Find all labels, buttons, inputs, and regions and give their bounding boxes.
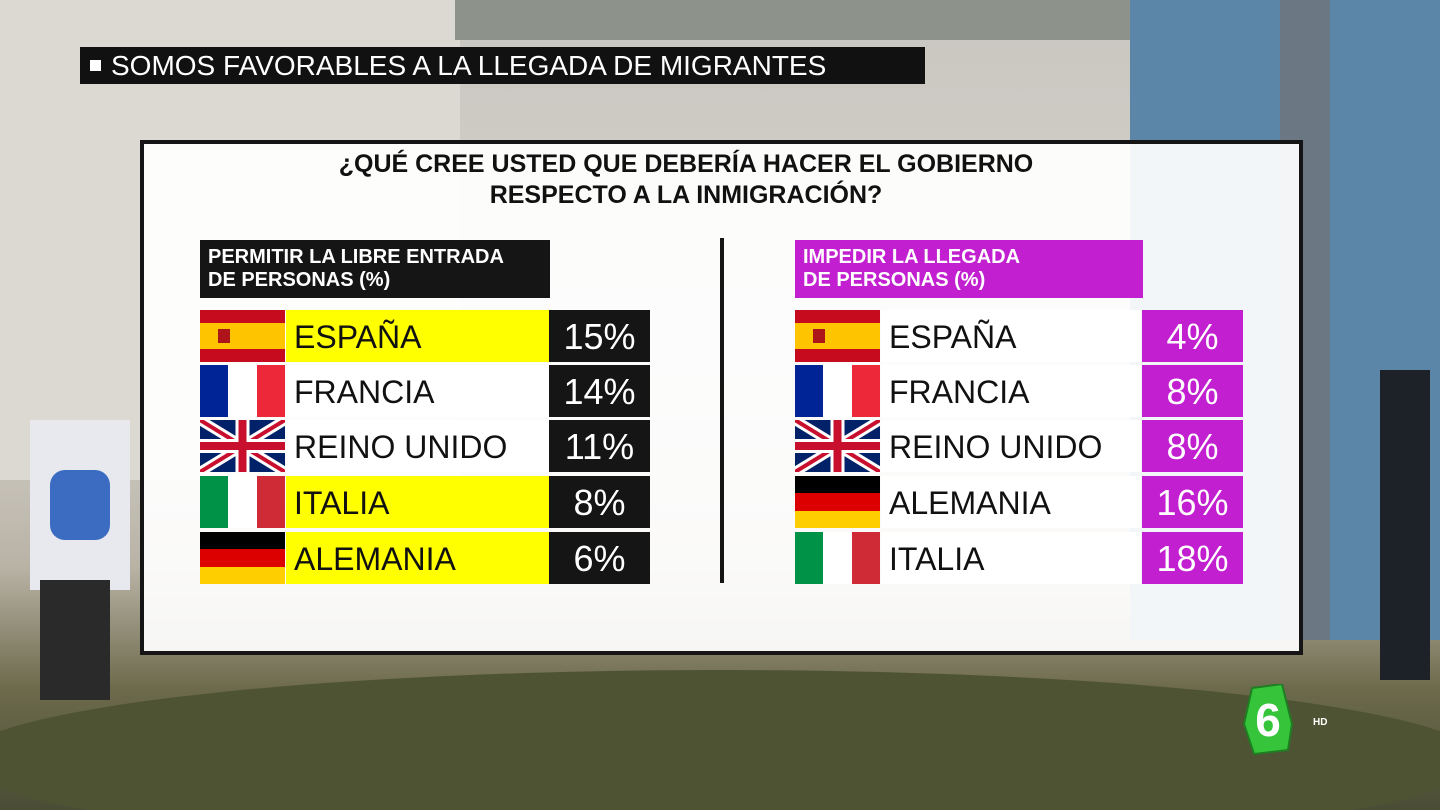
country: ESPAÑA bbox=[881, 310, 1141, 362]
banner: SOMOS FAVORABLES A LA LLEGADA DE MIGRANT… bbox=[80, 47, 925, 84]
value: 11% bbox=[549, 420, 650, 472]
left-header: PERMITIR LA LIBRE ENTRADA DE PERSONAS (%… bbox=[200, 240, 550, 298]
flag bbox=[200, 476, 285, 528]
flag bbox=[795, 310, 880, 362]
header-line: DE PERSONAS (%) bbox=[208, 269, 391, 291]
country: ALEMANIA bbox=[286, 532, 549, 584]
country: ITALIA bbox=[286, 476, 549, 528]
country: FRANCIA bbox=[286, 365, 549, 417]
flag bbox=[200, 310, 285, 362]
flag bbox=[795, 420, 880, 472]
value: 8% bbox=[549, 476, 650, 528]
banner-text: SOMOS FAVORABLES A LA LLEGADA DE MIGRANT… bbox=[111, 50, 827, 81]
value: 4% bbox=[1142, 310, 1243, 362]
flag bbox=[200, 365, 285, 417]
logo-mark: 6 bbox=[1255, 694, 1281, 746]
value: 16% bbox=[1142, 476, 1243, 528]
flag bbox=[795, 532, 880, 584]
country: ITALIA bbox=[881, 532, 1141, 584]
value: 8% bbox=[1142, 365, 1243, 417]
country: REINO UNIDO bbox=[286, 420, 549, 472]
header-line: PERMITIR LA LIBRE ENTRADA bbox=[208, 246, 504, 268]
header-line: IMPEDIR LA LLEGADA bbox=[803, 246, 1021, 268]
flag bbox=[795, 476, 880, 528]
right-header: IMPEDIR LA LLEGADA DE PERSONAS (%) bbox=[795, 240, 1143, 298]
flag bbox=[795, 365, 880, 417]
value: 6% bbox=[549, 532, 650, 584]
title-line: ¿QUÉ CREE USTED QUE DEBERÍA HACER EL GOB… bbox=[338, 150, 1034, 178]
country: FRANCIA bbox=[881, 365, 1141, 417]
value: 18% bbox=[1142, 532, 1243, 584]
country: REINO UNIDO bbox=[881, 420, 1141, 472]
title-line: RESPECTO A LA INMIGRACIÓN? bbox=[489, 181, 883, 209]
value: 15% bbox=[549, 310, 650, 362]
value: 8% bbox=[1142, 420, 1243, 472]
logo-hd: HD bbox=[1313, 717, 1328, 728]
flag bbox=[200, 420, 285, 472]
country: ALEMANIA bbox=[881, 476, 1141, 528]
header-line: DE PERSONAS (%) bbox=[803, 269, 986, 291]
channel-logo: 6 bbox=[1242, 684, 1294, 756]
flag bbox=[200, 532, 285, 584]
country: ESPAÑA bbox=[286, 310, 549, 362]
value: 14% bbox=[549, 365, 650, 417]
divider bbox=[720, 238, 724, 583]
